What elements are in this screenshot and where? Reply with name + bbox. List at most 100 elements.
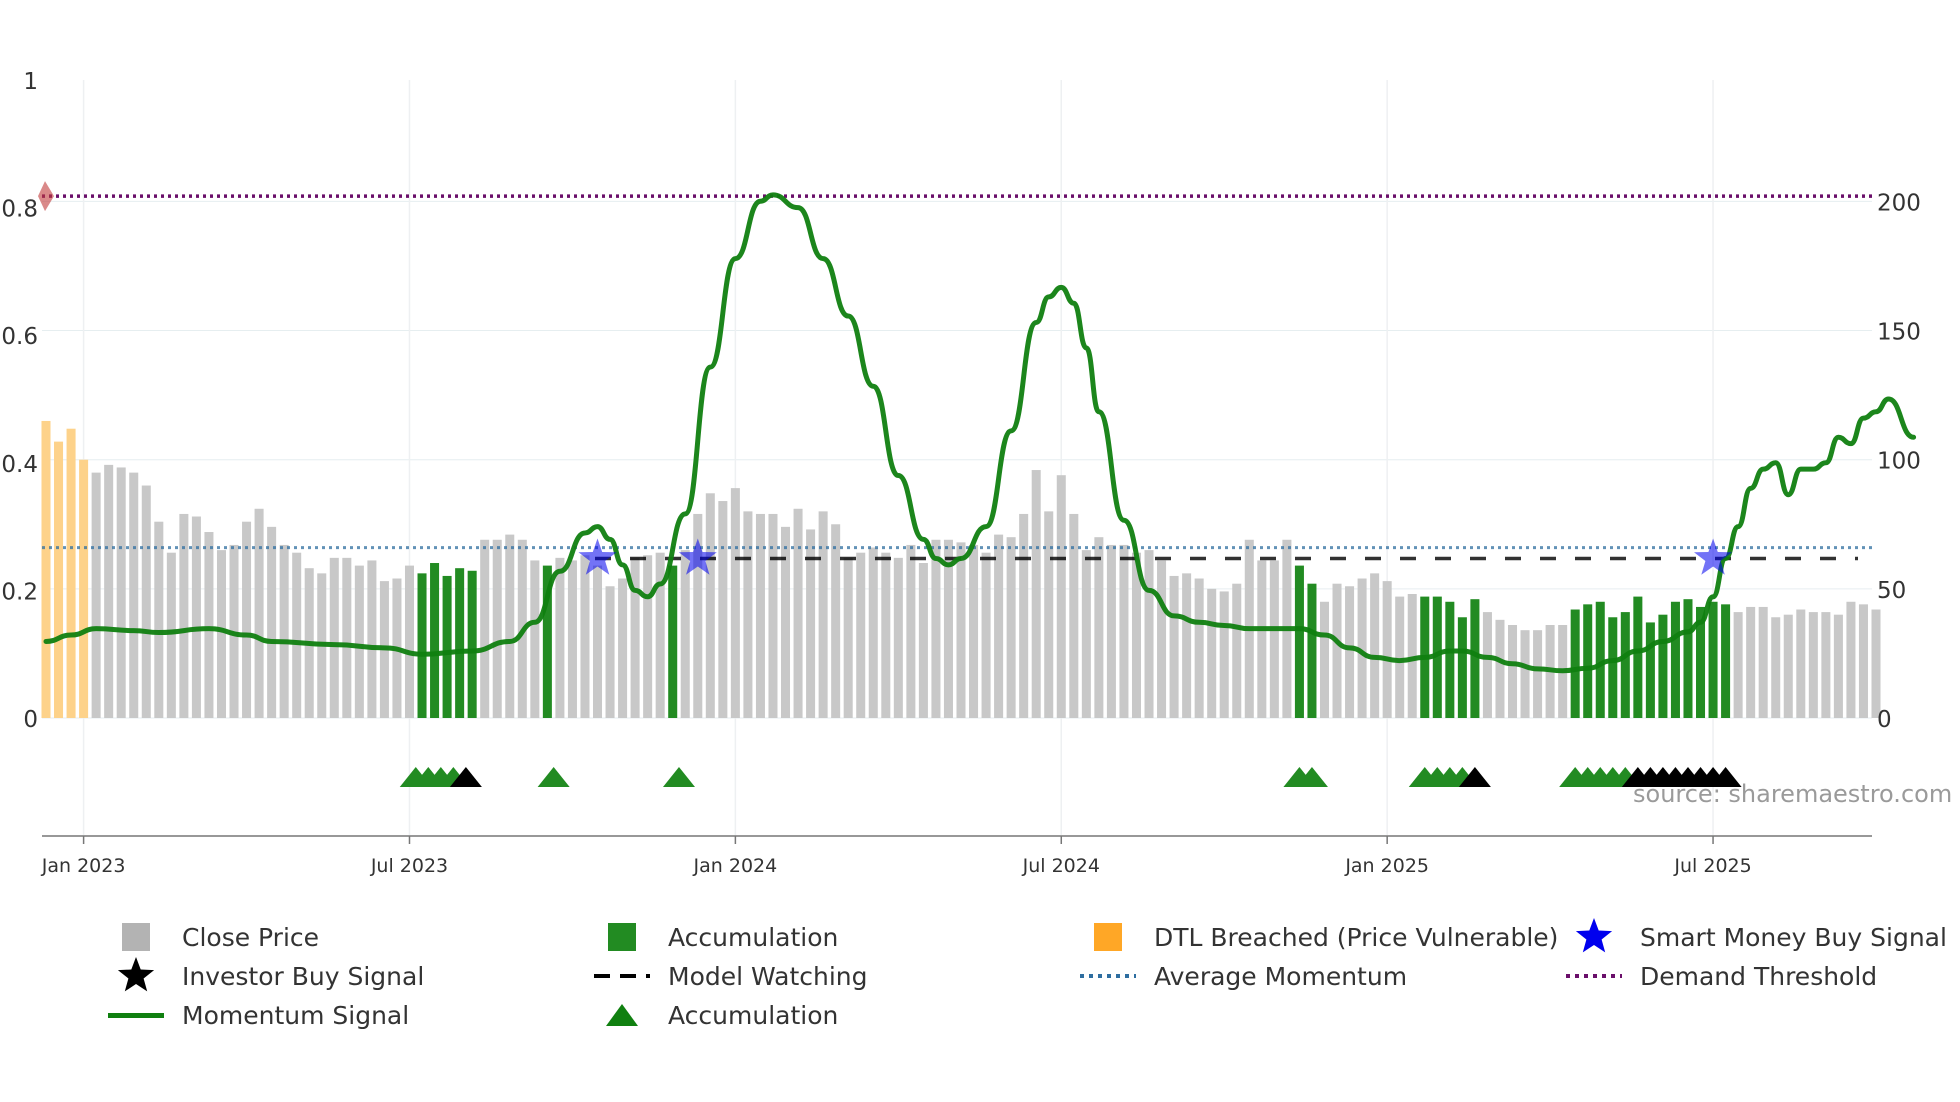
close-price-bar bbox=[743, 511, 753, 718]
close-price-bar bbox=[1407, 594, 1417, 718]
close-price-bar bbox=[329, 557, 339, 718]
close-price-bar bbox=[104, 464, 114, 718]
accumulation-bar bbox=[1432, 596, 1442, 718]
close-price-bar bbox=[1733, 612, 1743, 718]
smart-money-star bbox=[578, 538, 617, 575]
accumulation-bar bbox=[1457, 617, 1467, 718]
close-price-bar bbox=[1846, 601, 1856, 718]
y-left-tick-label: 0.8 bbox=[1, 197, 38, 223]
close-price-bar bbox=[480, 539, 490, 718]
close-price-bar bbox=[1006, 537, 1016, 718]
close-price-bar bbox=[254, 508, 264, 718]
x-tick-label: Jan 2023 bbox=[41, 855, 126, 877]
accumulation-triangle bbox=[662, 767, 695, 787]
close-price-bar bbox=[354, 565, 364, 718]
close-price-bar bbox=[505, 534, 515, 718]
close-price-bar bbox=[166, 552, 176, 718]
dtl-bar bbox=[41, 420, 51, 718]
accumulation-triangle bbox=[537, 767, 570, 787]
close-price-bar bbox=[279, 544, 289, 718]
accumulation-bar bbox=[1608, 617, 1618, 718]
close-price-bar bbox=[1771, 617, 1781, 718]
x-tick-label: Jul 2025 bbox=[1673, 855, 1751, 877]
close-price-bar bbox=[1395, 596, 1405, 718]
close-price-bar bbox=[1144, 550, 1154, 718]
close-price-bar bbox=[116, 467, 126, 718]
close-price-bar bbox=[730, 488, 740, 718]
close-price-bar bbox=[1182, 573, 1192, 718]
signal-markers bbox=[38, 181, 1742, 787]
accumulation-bar bbox=[1670, 601, 1680, 718]
y-right-tick-label: 200 bbox=[1877, 190, 1921, 216]
close-price-bar bbox=[1858, 604, 1868, 718]
demand-threshold-marker bbox=[38, 181, 54, 212]
accumulation-bar bbox=[1658, 614, 1668, 718]
close-price-bar bbox=[1119, 544, 1129, 718]
close-price-bar bbox=[1056, 475, 1066, 718]
close-price-bar bbox=[1345, 586, 1355, 718]
close-price-bar bbox=[1069, 513, 1079, 718]
close-price-bar bbox=[1495, 619, 1505, 718]
close-price-bar bbox=[806, 529, 816, 718]
accumulation-bar bbox=[455, 568, 465, 718]
accumulation-bar bbox=[1307, 583, 1317, 718]
close-price-bar bbox=[580, 555, 590, 718]
close-price-bar bbox=[643, 555, 653, 718]
x-tick-label: Jan 2025 bbox=[1344, 855, 1429, 877]
close-price-bar bbox=[1783, 614, 1793, 718]
accumulation-bar bbox=[1633, 596, 1643, 718]
close-price-bar bbox=[881, 552, 891, 718]
close-price-bar bbox=[1169, 575, 1179, 718]
close-price-bar bbox=[367, 560, 377, 718]
close-price-bar bbox=[893, 557, 903, 718]
y-left-tick-label: 0.4 bbox=[1, 452, 38, 478]
close-price-bar bbox=[1194, 578, 1204, 718]
close-price-bar bbox=[242, 521, 252, 718]
close-price-bar bbox=[718, 501, 728, 718]
reference-lines bbox=[42, 194, 1872, 561]
close-price-bar bbox=[1533, 630, 1543, 718]
investor-buy-triangle bbox=[1458, 767, 1491, 787]
close-price-bar bbox=[1808, 612, 1818, 718]
close-price-bars bbox=[41, 420, 1881, 718]
axes: Jan 2023 Jul 2023 Jan 2024 Jul 2024 Jan 2025… bbox=[1, 69, 1920, 877]
close-price-bar bbox=[693, 513, 703, 718]
y-right-tick-label: 50 bbox=[1877, 578, 1906, 604]
momentum-line bbox=[43, 192, 1917, 674]
accumulation-bar bbox=[1696, 606, 1706, 718]
close-price-bar bbox=[1081, 550, 1091, 718]
close-price-bar bbox=[154, 521, 164, 718]
close-price-bar bbox=[342, 557, 352, 718]
accumulation-bar bbox=[1294, 565, 1304, 718]
close-price-bar bbox=[141, 485, 151, 718]
close-price-bar bbox=[1332, 583, 1342, 718]
close-price-bar bbox=[1257, 560, 1267, 718]
close-price-bar bbox=[1746, 606, 1756, 718]
accumulation-bar bbox=[417, 573, 427, 718]
close-price-bar bbox=[567, 560, 577, 718]
close-price-bar bbox=[605, 586, 615, 718]
close-price-bar bbox=[994, 534, 1004, 718]
close-price-bar bbox=[1019, 513, 1029, 718]
close-price-bar bbox=[705, 493, 715, 718]
dtl-bar bbox=[54, 441, 64, 718]
close-price-bar bbox=[956, 542, 966, 718]
accumulation-bar bbox=[467, 570, 477, 718]
close-price-bar bbox=[1507, 625, 1518, 718]
y-left-tick-label: 0.6 bbox=[1, 324, 38, 350]
close-price-bar bbox=[630, 557, 640, 718]
dtl-bar bbox=[79, 459, 89, 718]
close-price-bar bbox=[680, 550, 690, 718]
accumulation-bar bbox=[542, 565, 552, 718]
close-price-bar bbox=[1758, 606, 1768, 718]
close-price-bar bbox=[1796, 609, 1806, 718]
close-price-bar bbox=[292, 552, 302, 718]
y-left-tick-label: 1 bbox=[23, 69, 38, 95]
close-price-bar bbox=[768, 513, 778, 718]
close-price-bar bbox=[216, 550, 226, 718]
close-price-bar bbox=[179, 513, 189, 718]
close-price-bar bbox=[931, 539, 941, 718]
smart-money-star bbox=[678, 538, 717, 575]
accumulation-bar bbox=[1583, 604, 1593, 718]
